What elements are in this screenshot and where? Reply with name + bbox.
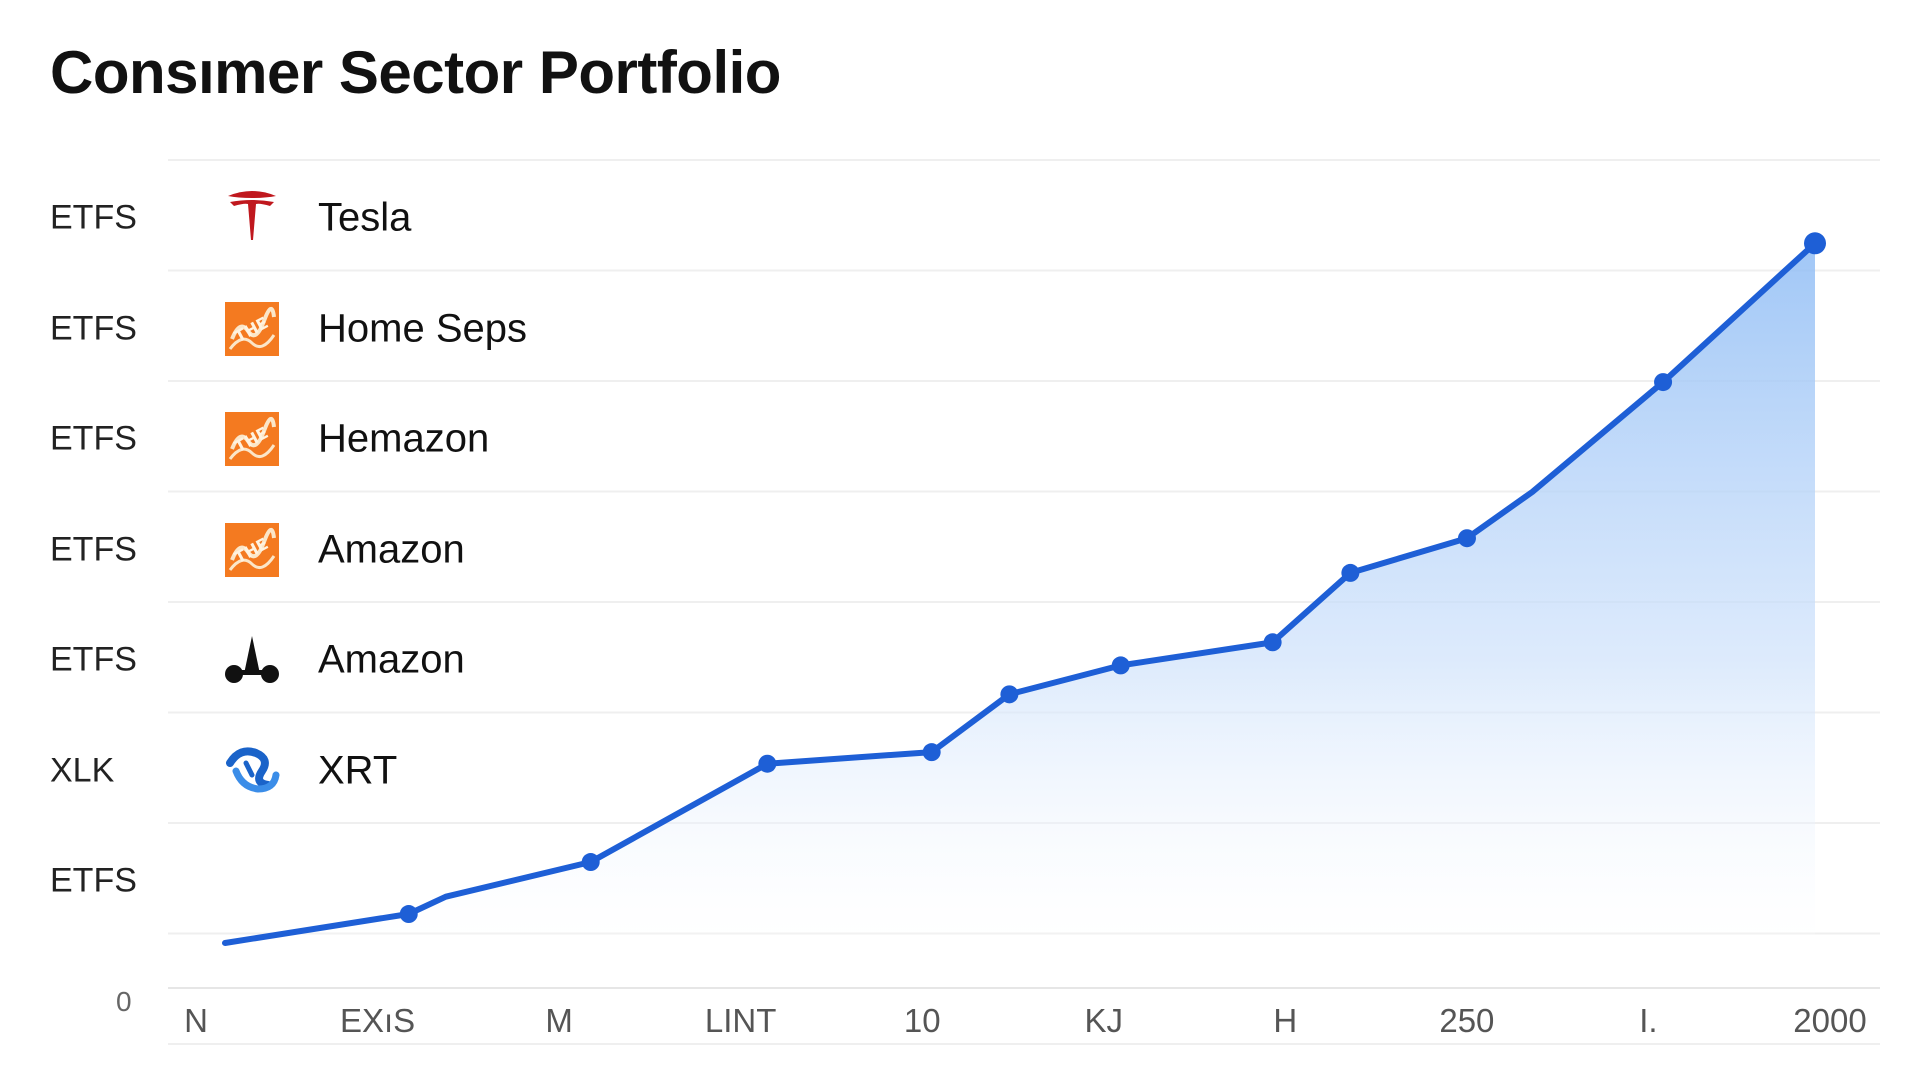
row-label: ETFS xyxy=(50,419,137,458)
x-tick-label: 2000 xyxy=(1793,1002,1867,1039)
data-point xyxy=(1341,563,1360,582)
orange-square-logo-icon: THE xyxy=(222,299,282,359)
row-name: XRT xyxy=(318,748,398,792)
data-point xyxy=(758,754,777,773)
orange-square-logo-icon: THE xyxy=(222,409,282,469)
tesla-logo-icon xyxy=(222,188,282,248)
row-name: Amazon xyxy=(318,637,465,682)
series-line xyxy=(222,240,1818,946)
x-tick-label: 10 xyxy=(903,1002,941,1039)
data-point xyxy=(1654,373,1673,392)
x-tick-label: H xyxy=(1273,1002,1298,1039)
chart-title: Consımer Sector Portfolio xyxy=(50,39,781,106)
x-tick-label: M xyxy=(545,1002,573,1039)
x-tick-label: I. xyxy=(1639,1002,1658,1039)
series-markers xyxy=(399,232,1826,924)
row-name: Amazon xyxy=(318,527,465,571)
data-point xyxy=(1457,529,1476,548)
data-point xyxy=(1000,685,1019,704)
row-label: ETFS xyxy=(50,198,137,237)
row-label: XLK xyxy=(50,751,115,789)
row-label: ETFS xyxy=(50,530,137,568)
blue-swirl-logo-icon xyxy=(222,741,282,801)
x-tick-label: EXıS xyxy=(339,1002,416,1039)
y-origin-label: 0 xyxy=(116,986,132,1017)
data-point xyxy=(581,853,600,872)
x-tick-label: LINT xyxy=(704,1002,777,1039)
row-name: Hemazon xyxy=(318,416,490,461)
x-tick-label: 250 xyxy=(1439,1002,1495,1039)
series-area xyxy=(225,243,1815,944)
x-tick-label: N xyxy=(184,1002,208,1039)
row-label: ETFS xyxy=(50,861,137,900)
row-label: ETFS xyxy=(50,309,137,347)
data-point xyxy=(1263,633,1282,652)
row-name: Tesla xyxy=(318,195,412,240)
data-point xyxy=(399,905,418,924)
x-tick-label: KJ xyxy=(1084,1002,1124,1039)
black-figure-logo-icon xyxy=(222,630,282,690)
orange-square-logo-icon: THE xyxy=(222,520,282,580)
row-label: ETFS xyxy=(50,640,137,679)
data-point xyxy=(1804,232,1826,255)
data-point xyxy=(1111,656,1130,675)
data-point xyxy=(922,743,941,762)
row-name: Home Seps xyxy=(318,306,527,350)
